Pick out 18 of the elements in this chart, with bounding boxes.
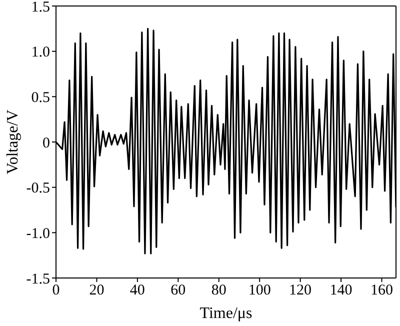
- y-axis-title: Voltage/V: [4, 109, 22, 174]
- y-tick-label: 0.5: [31, 90, 50, 106]
- x-tick-label: 60: [170, 282, 186, 299]
- y-tick-label: -0.5: [26, 180, 50, 197]
- x-tick-label: 40: [130, 282, 145, 299]
- y-tick-label: -1.0: [26, 226, 50, 242]
- x-tick-label: 20: [89, 282, 104, 299]
- y-tick-label: 1.5: [31, 0, 50, 16]
- x-axis-title: Time/μs: [200, 305, 252, 322]
- x-tick-label: 80: [211, 282, 226, 299]
- y-tick-label: 0: [42, 135, 50, 152]
- x-tick-label: 160: [370, 282, 393, 299]
- y-tick-label: 1.0: [31, 44, 50, 61]
- x-tick-label: 0: [52, 282, 60, 299]
- x-tick-label: 140: [330, 282, 352, 299]
- x-tick-label: 120: [289, 282, 312, 299]
- y-tick-label: -1.5: [26, 271, 50, 288]
- x-tick-label: 100: [248, 282, 271, 299]
